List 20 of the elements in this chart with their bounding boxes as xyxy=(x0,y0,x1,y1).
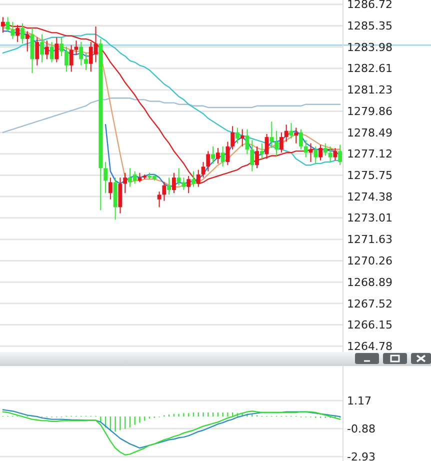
y-tick-label: 1282.61 xyxy=(347,62,392,76)
y-tick-label: 1281.23 xyxy=(347,84,392,97)
y-tick-label: 1271.63 xyxy=(347,233,392,246)
y-tick-label: 1267.52 xyxy=(347,297,392,310)
y-tick-label: 1273.01 xyxy=(347,212,392,225)
y-tick-label: 1283.98 xyxy=(347,40,392,54)
y-tick-label: 1.17 xyxy=(347,394,372,408)
y-tick-label: 1278.49 xyxy=(347,126,392,140)
y-tick-label: 1275.75 xyxy=(347,169,392,182)
y-tick-label: 1270.26 xyxy=(347,254,392,268)
y-tick-label: 1266.15 xyxy=(347,318,392,332)
y-tick-label: -2.93 xyxy=(347,450,376,461)
y-tick-label: -0.88 xyxy=(347,422,376,436)
y-tick-label: 1264.78 xyxy=(347,340,392,353)
y-tick-label: 1277.12 xyxy=(347,148,392,161)
y-tick-label: 1268.89 xyxy=(347,276,392,289)
y-tick-label: 1279.86 xyxy=(347,105,392,118)
y-tick-label: 1274.38 xyxy=(347,190,392,204)
y-tick-label: 1285.35 xyxy=(347,20,392,33)
y-tick-label: 1286.72 xyxy=(347,0,392,12)
